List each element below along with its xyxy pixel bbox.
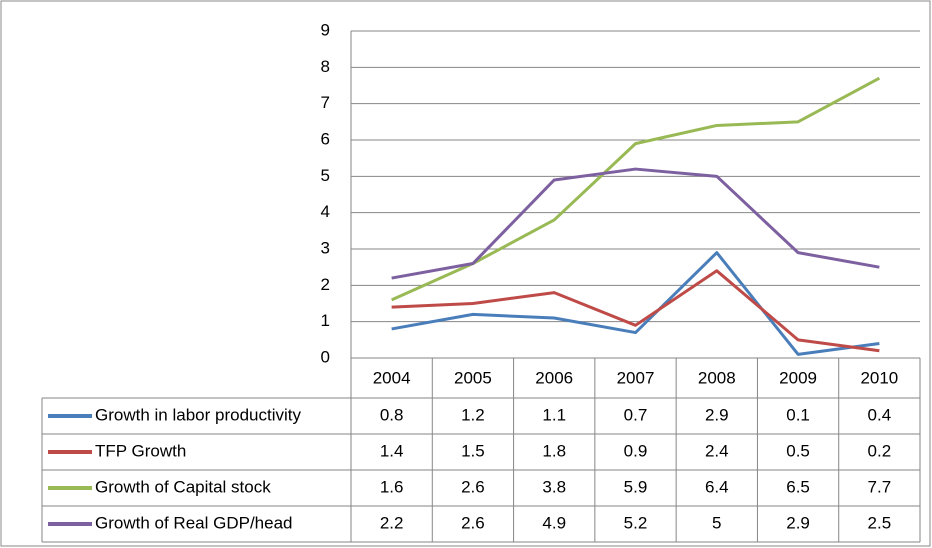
table-cell: 0.5 xyxy=(786,441,810,460)
series-line xyxy=(391,167,880,280)
table-cell: 1.1 xyxy=(542,405,566,424)
table-cell: 2.9 xyxy=(786,513,810,532)
table-cell: 1.4 xyxy=(380,441,404,460)
table-cell: 5.2 xyxy=(624,513,648,532)
table-cell: 6.4 xyxy=(705,477,729,496)
y-tick-label: 8 xyxy=(321,57,330,76)
y-tick-label: 6 xyxy=(321,129,330,148)
y-tick-label: 9 xyxy=(321,20,330,39)
table-cell: 1.8 xyxy=(542,441,566,460)
x-tick-label: 2006 xyxy=(535,368,573,387)
table-cell: 2.5 xyxy=(868,513,892,532)
x-tick-label: 2005 xyxy=(454,368,492,387)
table-cell: 2.2 xyxy=(380,513,404,532)
y-tick-label: 7 xyxy=(321,93,330,112)
y-tick-label: 0 xyxy=(321,347,330,366)
x-tick-label: 2008 xyxy=(698,368,736,387)
table-cell: 2.6 xyxy=(461,477,485,496)
table-cell: 1.2 xyxy=(461,405,485,424)
legend-label: Growth of Capital stock xyxy=(95,477,271,496)
x-tick-label: 2007 xyxy=(617,368,655,387)
x-tick-label: 2010 xyxy=(860,368,898,387)
x-tick-label: 2004 xyxy=(373,368,411,387)
series-line xyxy=(391,269,880,353)
x-tick-label: 2009 xyxy=(779,368,817,387)
table-cell: 1.6 xyxy=(380,477,404,496)
table-cell: 2.6 xyxy=(461,513,485,532)
table-cell: 6.5 xyxy=(786,477,810,496)
y-tick-label: 3 xyxy=(321,238,330,257)
y-tick-label: 5 xyxy=(321,166,330,185)
table-cell: 4.9 xyxy=(542,513,566,532)
table-cell: 0.4 xyxy=(868,405,892,424)
y-tick-label: 2 xyxy=(321,275,330,294)
y-tick-label: 1 xyxy=(321,311,330,330)
table-cell: 0.7 xyxy=(624,405,648,424)
table-cell: 0.1 xyxy=(786,405,810,424)
table-cell: 0.9 xyxy=(624,441,648,460)
legend-label: TFP Growth xyxy=(95,441,186,460)
table-cell: 1.5 xyxy=(461,441,485,460)
table-cell: 0.8 xyxy=(380,405,404,424)
table-cell: 7.7 xyxy=(868,477,892,496)
table-cell: 5 xyxy=(712,513,721,532)
table-cell: 2.9 xyxy=(705,405,729,424)
table-cell: 0.2 xyxy=(868,441,892,460)
table-cell: 2.4 xyxy=(705,441,729,460)
y-tick-label: 4 xyxy=(321,202,330,221)
table-cell: 5.9 xyxy=(624,477,648,496)
table-cell: 3.8 xyxy=(542,477,566,496)
legend-label: Growth of Real GDP/head xyxy=(95,513,292,532)
series-line xyxy=(391,251,880,356)
legend-label: Growth in labor productivity xyxy=(95,405,301,424)
